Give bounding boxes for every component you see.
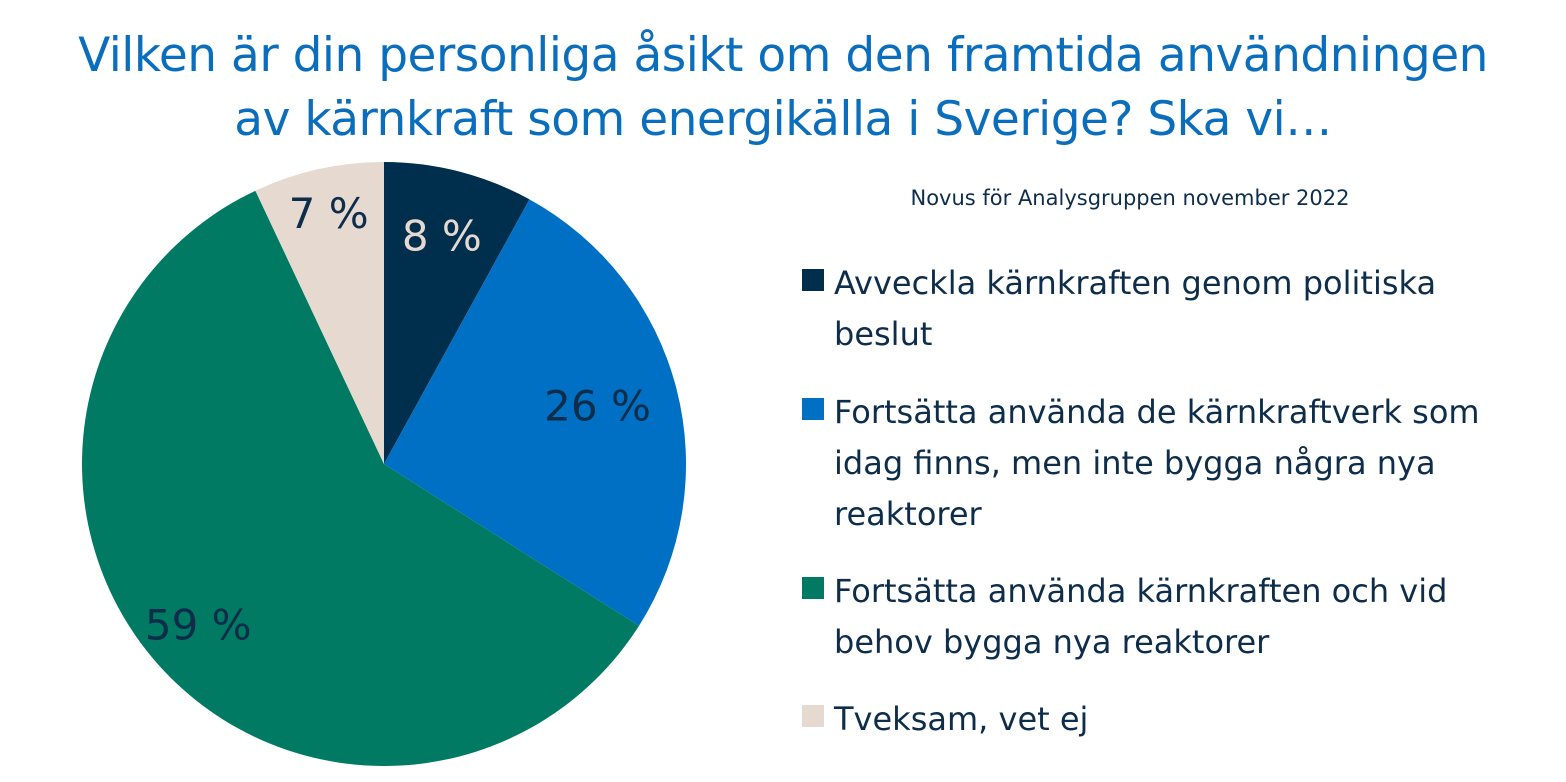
legend-label-fortsatta-bygga: Fortsätta använda kärnkraften och vid be…: [834, 572, 1448, 661]
slice-label-avveckla: 8 %: [402, 211, 482, 260]
legend-label-avveckla: Avveckla kärnkraften genom politiska bes…: [834, 264, 1437, 353]
pie-slice-tveksam: [255, 162, 384, 464]
legend-label-fortsatta-ej-bygga: Fortsätta använda de kärnkraftverk som i…: [834, 393, 1480, 533]
slice-label-fortsatta-bygga: 59 %: [145, 600, 252, 649]
pie-slice-fortsatta-ej-bygga: [384, 199, 687, 626]
chart-subtitle: Novus för Analysgruppen november 2022: [910, 186, 1350, 210]
pie-slice-avveckla: [384, 162, 530, 464]
legend-swatch-fortsatta-ej-bygga: [802, 398, 824, 420]
chart-title-line-1: Vilken är din personliga åsikt om den fr…: [78, 28, 1488, 83]
chart-title: Vilken är din personliga åsikt om den fr…: [20, 24, 1546, 152]
slice-label-tveksam: 7 %: [289, 189, 369, 238]
legend-swatch-avveckla: [802, 269, 824, 291]
legend-swatch-tveksam: [802, 705, 824, 727]
slice-label-fortsatta-ej-bygga: 26 %: [544, 382, 651, 431]
pie-slice-fortsatta-bygga: [81, 190, 639, 766]
legend-swatch-fortsatta-bygga: [802, 577, 824, 599]
legend-label-tveksam: Tveksam, vet ej: [834, 700, 1089, 738]
chart-title-line-2: av kärnkraft som energikälla i Sverige? …: [234, 92, 1332, 147]
